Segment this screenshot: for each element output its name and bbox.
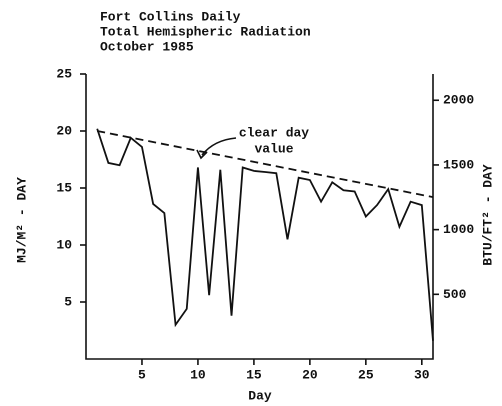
arrow-head bbox=[196, 149, 208, 160]
y2-tick-label: 1000 bbox=[443, 222, 474, 237]
x-tick-label: 20 bbox=[302, 367, 318, 382]
data-line bbox=[97, 130, 434, 199]
x-axis-label: Day bbox=[248, 388, 272, 403]
y-tick-label: 20 bbox=[56, 123, 72, 138]
y-tick-label: 5 bbox=[64, 294, 72, 309]
chart-title: Fort Collins Daily bbox=[100, 9, 241, 24]
chart-title: October 1985 bbox=[100, 39, 194, 54]
y-tick-label: 15 bbox=[56, 180, 72, 195]
axes bbox=[85, 74, 434, 360]
y-tick-label: 10 bbox=[56, 237, 72, 252]
x-tick-label: 15 bbox=[246, 367, 262, 382]
y2-axis-label: BTU/FT² - DAY bbox=[480, 164, 495, 266]
y2-tick-label: 500 bbox=[443, 287, 467, 302]
y2-tick-label: 2000 bbox=[443, 93, 474, 108]
x-tick-label: 5 bbox=[138, 367, 146, 382]
annotation: value bbox=[254, 141, 293, 156]
y2-tick-label: 1500 bbox=[443, 157, 474, 172]
x-tick-label: 25 bbox=[358, 367, 374, 382]
x-tick-label: 10 bbox=[190, 367, 206, 382]
data-line bbox=[96, 128, 434, 341]
annotation: clear day bbox=[239, 125, 309, 140]
y-tick-label: 25 bbox=[56, 66, 72, 81]
y-axis-label: MJ/M² - DAY bbox=[14, 177, 29, 263]
x-tick-label: 30 bbox=[414, 367, 430, 382]
chart-title: Total Hemispheric Radiation bbox=[100, 24, 311, 39]
